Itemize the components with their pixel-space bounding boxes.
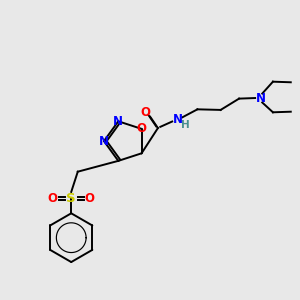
Text: O: O bbox=[85, 192, 95, 205]
Text: O: O bbox=[48, 192, 58, 205]
Text: N: N bbox=[113, 115, 123, 128]
Text: N: N bbox=[173, 113, 183, 126]
Text: N: N bbox=[256, 92, 266, 104]
Text: S: S bbox=[66, 192, 76, 205]
Text: O: O bbox=[140, 106, 150, 119]
Text: N: N bbox=[99, 135, 109, 148]
Text: H: H bbox=[182, 120, 190, 130]
Text: O: O bbox=[136, 122, 147, 135]
